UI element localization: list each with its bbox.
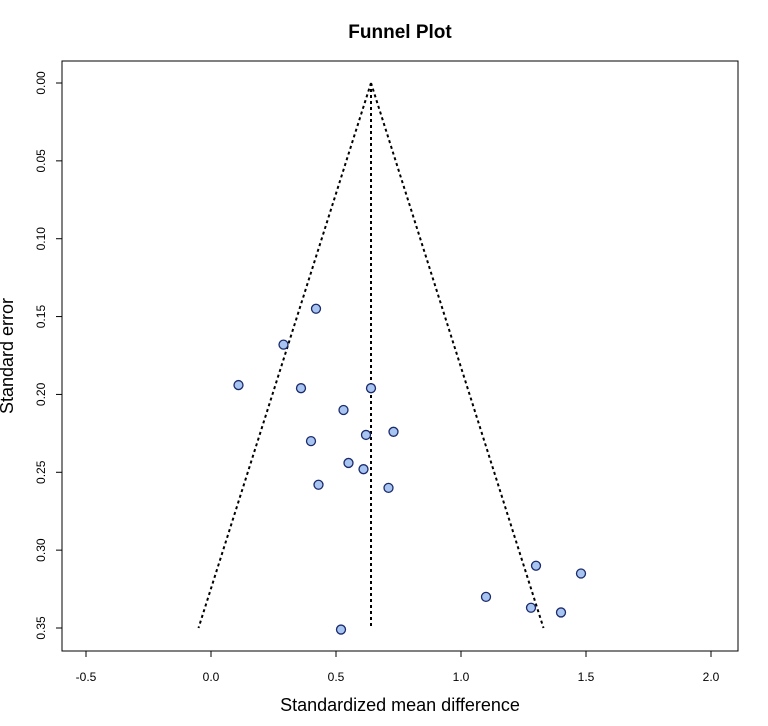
y-tick-label: 0.05	[34, 149, 48, 173]
x-tick-label: 1.0	[453, 670, 470, 684]
funnel-right-line	[370, 82, 545, 629]
data-point	[295, 383, 307, 394]
data-point	[530, 560, 542, 571]
data-point	[313, 479, 324, 490]
x-tick-label: 1.5	[578, 670, 595, 684]
data-point	[343, 457, 354, 469]
data-point	[360, 429, 372, 441]
data-point	[338, 404, 349, 416]
y-tick-label: 0.10	[34, 227, 48, 251]
x-tick-label: 0.0	[203, 670, 220, 684]
data-point	[278, 339, 289, 350]
data-point	[388, 426, 399, 437]
x-tick-label: -0.5	[76, 670, 97, 684]
data-point	[365, 383, 377, 394]
data-point	[310, 303, 322, 314]
plot-frame	[61, 60, 739, 652]
y-axis-label: Standard error	[0, 298, 17, 414]
data-point	[525, 602, 537, 613]
x-axis-label: Standardized mean difference	[280, 695, 520, 715]
data-point	[575, 568, 587, 579]
data-point	[305, 435, 317, 447]
x-axis: -0.5 0.0 0.5 1.0 1.5 2.0	[76, 650, 720, 684]
y-tick-label: 0.25	[34, 460, 48, 484]
funnel-lines	[197, 82, 545, 629]
y-tick-label: 0.00	[34, 71, 48, 95]
chart-title: Funnel Plot	[348, 22, 452, 43]
funnel-left-line	[197, 82, 372, 629]
data-point	[480, 591, 492, 603]
y-tick-label: 0.15	[34, 305, 48, 329]
x-tick-label: 0.5	[328, 670, 345, 684]
y-tick-label: 0.35	[34, 616, 48, 640]
data-point	[358, 464, 369, 475]
data-points	[233, 303, 587, 635]
data-point	[335, 624, 347, 635]
x-tick-label: 2.0	[703, 670, 720, 684]
data-point	[233, 379, 244, 391]
y-tick-label: 0.20	[34, 382, 48, 406]
y-axis: 0.00 0.05 0.10 0.15 0.20 0.25 0.30 0.35	[34, 71, 63, 640]
data-point	[383, 482, 394, 494]
data-point	[555, 607, 567, 618]
y-tick-label: 0.30	[34, 538, 48, 562]
